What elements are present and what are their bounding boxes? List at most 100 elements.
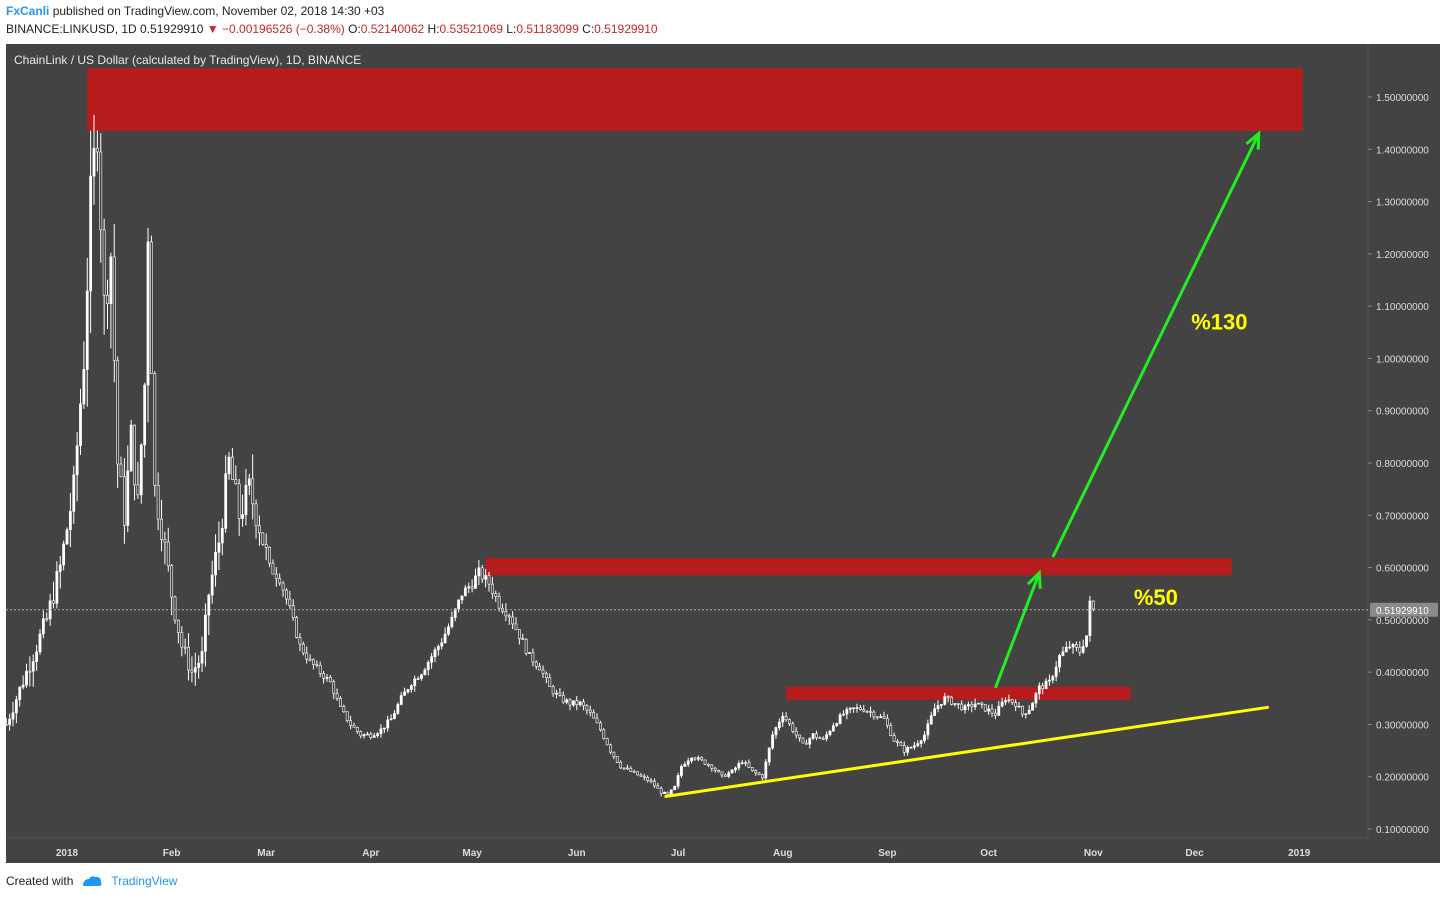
candle-body (268, 546, 271, 564)
candle-body (447, 626, 450, 635)
price-axis[interactable] (1368, 44, 1440, 863)
candle-body (325, 677, 329, 679)
y-tick-label: 0.30000000 (1376, 720, 1429, 731)
candle-body (278, 578, 282, 584)
candle-body (224, 473, 228, 529)
candle-body (119, 463, 123, 478)
last-price-tag (1370, 602, 1438, 617)
candle-body (950, 696, 953, 705)
candle-body (858, 707, 862, 710)
y-tick-label: 0.20000000 (1376, 773, 1429, 784)
candle-body (291, 605, 295, 618)
candle-body (197, 662, 201, 668)
candle-body (372, 735, 376, 738)
candle-body (65, 529, 69, 545)
candle-body (453, 608, 457, 618)
candle-body (906, 747, 910, 753)
x-tick-label: Nov (1084, 848, 1103, 859)
candle-body (1031, 702, 1034, 711)
candle-body (204, 614, 207, 652)
candle-body (173, 596, 177, 621)
candle-body (659, 787, 663, 794)
candle-body (612, 751, 616, 757)
candle-body (251, 478, 255, 505)
candle-body (474, 575, 477, 589)
candle-body (528, 652, 531, 654)
y-tick-label: 1.30000000 (1376, 198, 1429, 209)
candle-body (487, 575, 491, 585)
candle-body (939, 704, 943, 706)
x-tick-label: 2019 (1288, 848, 1311, 859)
candle-body (180, 632, 184, 648)
candle-body (757, 772, 761, 776)
candle-body (31, 661, 35, 672)
candle-body (68, 511, 72, 531)
candle-body (241, 514, 244, 519)
candle-body (480, 567, 484, 580)
candle-body (133, 424, 136, 485)
candle-body (896, 741, 899, 743)
tradingview-logo-icon (83, 876, 102, 886)
candle-body (899, 742, 903, 746)
candle-body (626, 767, 629, 770)
candle-body (619, 762, 623, 769)
tradingview-link[interactable]: TradingView (111, 874, 178, 888)
candle-body (75, 445, 79, 476)
candle-body (393, 713, 396, 720)
candle-body (247, 478, 251, 486)
candle-body (615, 756, 619, 763)
plot-background[interactable] (6, 44, 1368, 838)
candle-body (1010, 699, 1014, 703)
candle-body (467, 586, 471, 589)
candle-body (831, 725, 835, 732)
candle-body (777, 721, 781, 728)
candle-body (730, 769, 734, 774)
candle-body (436, 645, 440, 651)
publisher-name[interactable]: FxCanli (6, 4, 50, 18)
candle-body (987, 708, 991, 712)
candle-body (879, 716, 883, 718)
candle-body (784, 716, 788, 721)
candle-body (8, 718, 12, 725)
candle-body (723, 774, 727, 777)
x-tick-label: Apr (362, 848, 379, 859)
candle-body (990, 708, 994, 714)
candle-body (761, 774, 764, 779)
candle-body (929, 715, 933, 725)
candle-body (271, 562, 275, 575)
candle-body (818, 737, 822, 739)
long-arrow (1051, 132, 1261, 558)
candle-body (285, 589, 288, 600)
candle-body (693, 757, 697, 760)
y-tick-label: 1.20000000 (1376, 250, 1429, 261)
candle-body (376, 733, 379, 737)
candle-body (555, 692, 558, 695)
candle-body (517, 629, 521, 639)
time-axis[interactable] (6, 838, 1368, 863)
ohlc-bar: BINANCE:LINKUSD, 1D 0.51929910 ▼ −0.0019… (6, 22, 658, 36)
candle-body (507, 615, 511, 618)
candle-body (440, 642, 444, 647)
candle-body (1000, 701, 1004, 707)
candle-body (801, 737, 805, 744)
candle-body (35, 651, 39, 662)
created-with-label: Created with (6, 874, 74, 888)
candle-body (399, 695, 403, 705)
candle-body (214, 552, 217, 576)
candle-body (190, 669, 194, 673)
zone-top-resistance (87, 68, 1303, 131)
candle-body (450, 616, 454, 628)
candle-body (41, 618, 45, 635)
candle-body (875, 716, 879, 719)
candle-body (332, 681, 336, 694)
candle-body (993, 712, 997, 716)
low-value: 0.51183099 (516, 22, 579, 36)
candle-body (815, 733, 818, 738)
candle-body (713, 767, 717, 771)
candle-body (85, 290, 89, 370)
candle-body (4, 724, 8, 726)
candle-body (52, 600, 55, 604)
candle-body (1054, 666, 1058, 677)
candle-body (301, 643, 305, 654)
